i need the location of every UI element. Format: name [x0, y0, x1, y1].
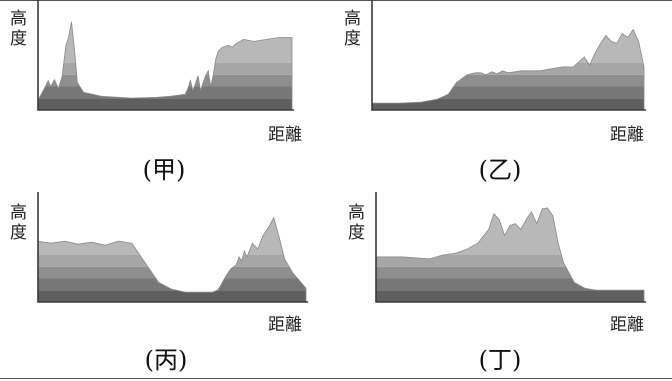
- axes: [375, 192, 646, 303]
- axes: [37, 192, 308, 303]
- axes: [37, 0, 294, 111]
- panel-caption: (乙): [479, 156, 522, 184]
- terrain-band: [376, 278, 644, 291]
- terrain-band: [38, 74, 292, 87]
- y-axis-label: 高度: [10, 203, 27, 243]
- x-axis-label: 距離: [268, 315, 302, 335]
- terrain-band: [376, 207, 644, 255]
- terrain-band: [376, 266, 644, 279]
- terrain-band: [372, 98, 644, 110]
- terrain-band: [376, 254, 644, 267]
- terrain-layers: [38, 217, 306, 302]
- terrain-band: [38, 217, 306, 255]
- panel-caption: (甲): [143, 156, 186, 184]
- terrain-band: [372, 29, 644, 63]
- axes: [371, 0, 646, 111]
- y-axis-label: 高度: [10, 9, 27, 49]
- terrain-band: [372, 86, 644, 99]
- terrain-layers: [38, 21, 292, 110]
- terrain-band: [38, 266, 306, 279]
- panel-caption: (丙): [145, 346, 188, 374]
- terrain-band: [38, 98, 292, 110]
- terrain-band: [38, 278, 306, 291]
- elevation-profile-line: [375, 207, 645, 303]
- terrain-band: [372, 74, 644, 87]
- terrain-layers: [372, 29, 644, 110]
- panel-caption: (丁): [479, 346, 522, 374]
- elevation-profile-line: [37, 216, 307, 303]
- x-axis-label: 距離: [610, 315, 644, 335]
- x-axis-label: 距離: [268, 125, 302, 145]
- x-axis-label: 距離: [610, 125, 644, 145]
- y-axis-label: 高度: [344, 9, 361, 49]
- terrain-layers: [376, 207, 644, 302]
- terrain-band: [376, 290, 644, 302]
- terrain-band: [38, 290, 306, 302]
- terrain-band: [38, 254, 306, 267]
- elevation-profile-line: [37, 21, 293, 111]
- y-axis-label: 高度: [348, 203, 365, 243]
- terrain-band: [38, 21, 292, 63]
- elevation-profile-line: [371, 28, 645, 111]
